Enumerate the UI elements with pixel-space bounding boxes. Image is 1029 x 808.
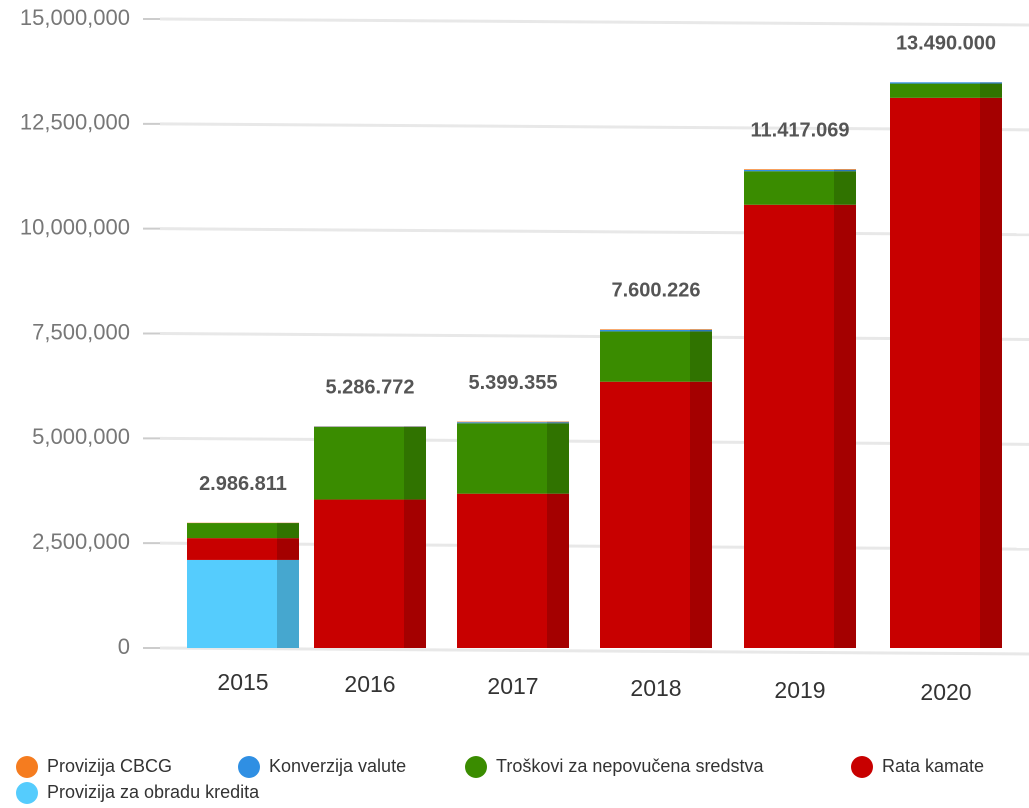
bar-side	[834, 204, 856, 649]
legend-label: Rata kamate	[882, 756, 984, 776]
total-label: 5.286.772	[326, 377, 415, 399]
grid-line	[159, 122, 1029, 132]
bar-segment	[744, 171, 834, 205]
bar-segment	[600, 381, 690, 648]
bar-segment	[600, 329, 690, 330]
bar-side	[834, 169, 856, 172]
grid-line	[159, 541, 1029, 551]
bar-segment	[187, 538, 277, 560]
bar-side	[547, 493, 569, 648]
bar-segment	[187, 523, 277, 539]
y-tick-label: 2,500,000	[32, 529, 130, 554]
bar-side	[277, 538, 299, 560]
bar-side	[690, 331, 712, 382]
bar-segment	[457, 423, 547, 494]
legend-label: Provizija CBCG	[47, 756, 172, 776]
grid-line	[159, 227, 1029, 237]
bar-side	[547, 422, 569, 424]
total-label: 13.490.000	[896, 33, 996, 55]
x-tick-label: 2020	[920, 679, 971, 705]
x-tick-label: 2018	[630, 675, 681, 701]
x-tick-label: 2017	[487, 673, 538, 699]
legend-label: Troškovi za nepovučena sredstva	[496, 756, 764, 776]
bar-segment	[744, 204, 834, 649]
bar-segment	[890, 83, 980, 98]
legend-label: Provizija za obradu kredita	[47, 782, 260, 802]
legend-swatch	[851, 756, 873, 778]
y-tick-label: 7,500,000	[32, 319, 130, 344]
bar-side	[690, 381, 712, 648]
grid-line	[159, 436, 1029, 446]
bar-side	[547, 423, 569, 494]
grid-line	[159, 646, 1029, 656]
bar-side	[690, 329, 712, 330]
bar-side	[404, 427, 426, 500]
grid-line	[159, 17, 1029, 27]
bar-side	[277, 559, 299, 648]
bar-side	[277, 523, 299, 539]
bar-segment	[314, 499, 404, 648]
total-label: 11.417.069	[751, 120, 850, 142]
legend-label: Konverzija valute	[269, 756, 406, 776]
y-tick-label: 0	[118, 634, 130, 659]
bar-segment	[457, 422, 547, 424]
bar-segment	[457, 493, 547, 648]
legend-swatch	[16, 782, 38, 804]
y-tick-label: 5,000,000	[32, 424, 130, 449]
x-tick-label: 2015	[217, 669, 268, 695]
y-tick-label: 12,500,000	[20, 110, 130, 135]
grid-line	[159, 332, 1029, 341]
bar-side	[980, 83, 1002, 98]
bar-side	[980, 82, 1002, 84]
total-label: 5.399.355	[469, 372, 558, 394]
legend-swatch	[16, 756, 38, 778]
bar-segment	[890, 82, 980, 84]
bar-side	[980, 97, 1002, 649]
y-tick-label: 10,000,000	[20, 214, 130, 239]
bar-segment	[744, 169, 834, 172]
x-tick-label: 2016	[344, 671, 395, 697]
bar-side	[547, 421, 569, 423]
bar-segment	[187, 559, 277, 648]
bar-side	[690, 329, 712, 332]
legend-swatch	[238, 756, 260, 778]
x-tick-label: 2019	[774, 677, 825, 703]
bar-segment	[744, 169, 834, 170]
bar-segment	[890, 97, 980, 649]
total-label: 7.600.226	[612, 280, 701, 302]
bar-segment	[457, 421, 547, 423]
bar-segment	[600, 331, 690, 382]
bar-side	[834, 171, 856, 205]
bar-side	[834, 169, 856, 170]
bar-side	[404, 499, 426, 648]
bar-segment	[314, 427, 404, 500]
y-tick-label: 15,000,000	[20, 5, 130, 30]
total-label: 2.986.811	[199, 473, 287, 495]
legend-swatch	[465, 756, 487, 778]
bar-segment	[600, 329, 690, 332]
